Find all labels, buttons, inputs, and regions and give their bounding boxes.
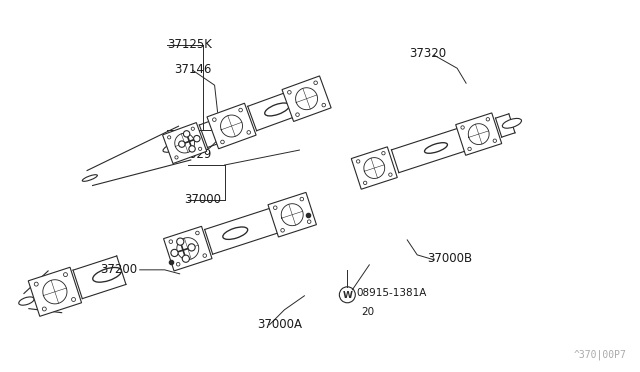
Circle shape: [300, 197, 303, 201]
Text: 37320: 37320: [409, 47, 446, 60]
Circle shape: [322, 103, 326, 107]
Circle shape: [188, 244, 195, 251]
Polygon shape: [282, 76, 331, 122]
Circle shape: [296, 113, 300, 116]
Circle shape: [179, 141, 185, 147]
Circle shape: [35, 282, 38, 286]
Ellipse shape: [83, 175, 97, 181]
Circle shape: [273, 206, 277, 209]
Circle shape: [72, 298, 76, 301]
Circle shape: [314, 81, 317, 84]
Ellipse shape: [502, 118, 522, 128]
Circle shape: [182, 255, 189, 262]
Circle shape: [307, 220, 311, 224]
Text: 37125K: 37125K: [166, 38, 212, 51]
Polygon shape: [268, 192, 316, 237]
Circle shape: [221, 140, 224, 144]
Circle shape: [281, 228, 284, 232]
Circle shape: [191, 127, 195, 130]
Circle shape: [356, 160, 360, 163]
Circle shape: [196, 231, 199, 235]
Text: W: W: [342, 291, 352, 300]
Circle shape: [461, 126, 464, 129]
Text: 37000: 37000: [185, 193, 221, 206]
Circle shape: [203, 254, 207, 257]
Circle shape: [169, 240, 173, 243]
Text: 37200: 37200: [100, 263, 137, 276]
Text: 37000B: 37000B: [427, 252, 472, 265]
Circle shape: [468, 147, 471, 151]
Circle shape: [239, 108, 243, 112]
Circle shape: [42, 307, 46, 311]
Circle shape: [175, 156, 178, 159]
Text: 20: 20: [362, 307, 374, 317]
Circle shape: [168, 136, 171, 139]
Circle shape: [247, 131, 250, 134]
Circle shape: [486, 118, 490, 121]
Text: 37000A: 37000A: [257, 318, 303, 331]
Circle shape: [189, 146, 195, 152]
Polygon shape: [164, 226, 212, 271]
Circle shape: [493, 139, 497, 142]
Text: 08915-1381A: 08915-1381A: [356, 288, 427, 298]
Circle shape: [177, 238, 184, 245]
Ellipse shape: [19, 297, 34, 305]
Circle shape: [194, 135, 200, 142]
Text: 39629: 39629: [175, 148, 212, 161]
Polygon shape: [351, 147, 397, 189]
Circle shape: [212, 118, 216, 121]
Circle shape: [177, 262, 180, 266]
Polygon shape: [207, 103, 256, 149]
Circle shape: [184, 131, 190, 137]
Circle shape: [198, 147, 202, 150]
Circle shape: [171, 249, 178, 257]
Polygon shape: [163, 123, 207, 164]
Circle shape: [388, 173, 392, 176]
Text: 37146: 37146: [175, 63, 212, 76]
Polygon shape: [28, 267, 81, 316]
Circle shape: [364, 181, 367, 185]
Circle shape: [287, 90, 291, 94]
Circle shape: [63, 273, 67, 277]
Text: ^370|00P7: ^370|00P7: [574, 350, 627, 360]
Polygon shape: [456, 113, 502, 155]
Circle shape: [381, 151, 385, 155]
